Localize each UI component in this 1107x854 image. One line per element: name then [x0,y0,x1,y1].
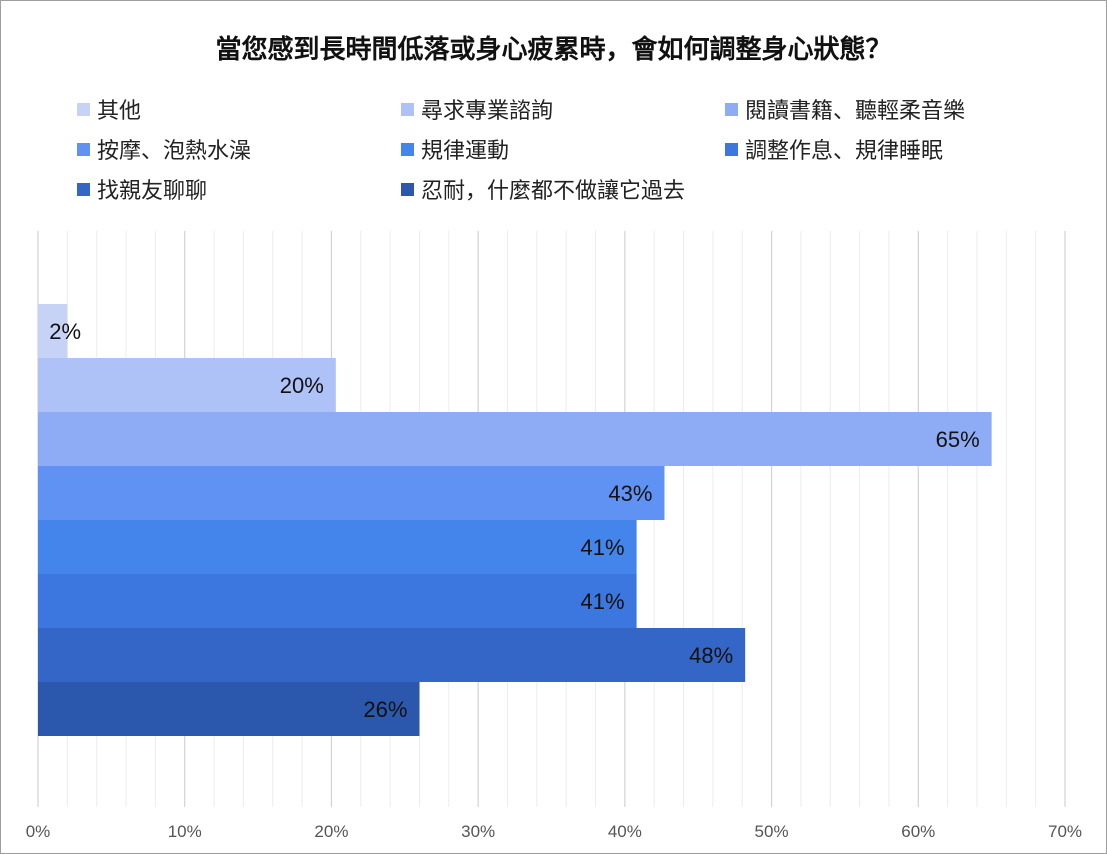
legend-swatch [77,182,90,196]
x-tick-label: 70% [1048,822,1082,841]
legend-item: 忍耐，什麼都不做讓它過去 [401,175,725,204]
x-tick-label: 0% [26,822,51,841]
bar-data-label: 20% [280,373,324,398]
bar-data-label: 43% [608,481,652,506]
legend-label: 找親友聊聊 [97,179,208,204]
x-tick-label: 30% [461,822,495,841]
bar-data-label: 48% [689,643,733,668]
x-tick-label: 40% [608,822,642,841]
legend-item: 尋求專業諮詢 [401,95,725,124]
legend-swatch [401,182,414,196]
legend-swatch [401,102,414,116]
legend-swatch [401,142,414,156]
x-tick-label: 60% [901,822,935,841]
bar [38,466,665,520]
legend-label: 尋求專業諮詢 [421,99,554,124]
legend-item: 找親友聊聊 [77,175,401,204]
legend-item: 規律運動 [401,135,725,164]
legend-label: 調整作息、規律睡眠 [745,139,944,164]
bar-data-label: 41% [581,589,625,614]
bar-data-label: 41% [581,535,625,560]
legend-swatch [725,142,738,156]
legend-label: 按摩、泡熱水澡 [97,139,252,164]
legend-item: 按摩、泡熱水澡 [77,135,401,164]
x-tick-label: 10% [168,822,202,841]
legend-item: 其他 [77,95,401,124]
bar-data-label: 65% [936,427,980,452]
bar [38,520,637,574]
x-tick-label: 50% [755,822,789,841]
bar [38,304,68,358]
legend-item: 閱讀書籍、聽輕柔音樂 [725,95,1055,124]
bar-data-label: 26% [363,697,407,722]
legend-label: 忍耐，什麼都不做讓它過去 [421,179,686,204]
legend-swatch [77,142,90,156]
chart-title: 當您感到長時間低落或身心疲累時，會如何調整身心狀態？ [215,35,892,65]
bar [38,412,992,466]
bar [38,574,637,628]
bar [38,682,420,736]
bar [38,628,746,682]
legend-label: 其他 [97,99,142,124]
legend-item: 調整作息、規律睡眠 [725,135,1055,164]
legend-label: 規律運動 [421,139,510,164]
legend-label: 閱讀書籍、聽輕柔音樂 [745,99,966,124]
bar-data-label: 2% [49,319,81,344]
x-tick-label: 20% [314,822,348,841]
legend-swatch [725,102,738,116]
chart-legend: 其他 尋求專業諮詢 閱讀書籍、聽輕柔音樂按摩、泡熱水澡 規律運動 調整作息、規律睡眠找親… [77,95,1057,204]
legend-swatch [77,102,90,116]
bar [38,358,336,412]
